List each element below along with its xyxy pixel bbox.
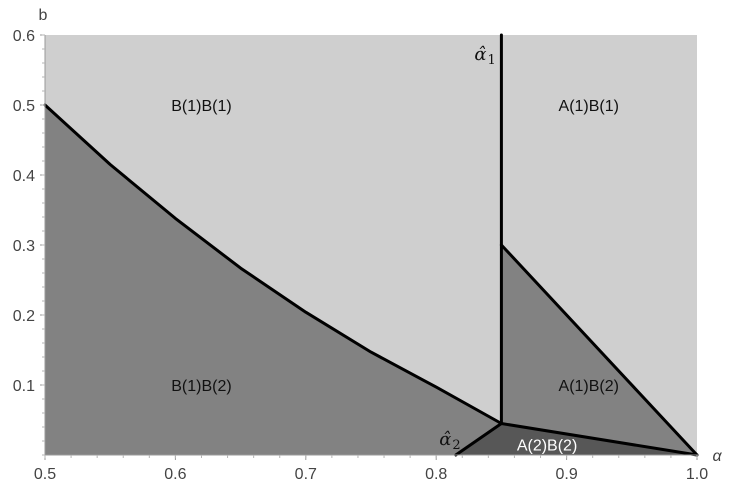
region-label-a-1-b-2: A(1)B(2) <box>559 378 619 395</box>
region-label-b-1-b-2: B(1)B(2) <box>171 378 231 395</box>
boundary-a-2-b-2-upper-boundary <box>499 422 699 457</box>
boundaries-layer <box>43 33 699 457</box>
region-label-b-1-b-1: B(1)B(1) <box>171 98 231 115</box>
boundary-b-1-b-2-upper-boundary <box>43 103 503 425</box>
y-tick-label-0-6: 0.6 <box>13 28 35 45</box>
y-axis-label: b <box>39 7 48 24</box>
boundary-a-1-b-2-upper-boundary <box>499 243 699 457</box>
region-labels-layer: B(1)B(1) A(1)B(1) B(1)B(2) A(1)B(2) A(2)B(2) <box>171 98 619 455</box>
alpha-hat-1-label: α̂1 <box>474 44 495 68</box>
x-axis-label: α <box>712 448 722 465</box>
threshold-labels-layer: α̂1 α̂2 <box>439 44 496 453</box>
region-a-2-b-2 <box>455 423 697 455</box>
region-b-1-b-2 <box>45 105 502 455</box>
axes-layer: 0.5 0.6 0.7 0.8 0.9 1.00.10.20.30.40.50.6bα <box>13 7 723 483</box>
boundary-a-2-b-2-left-boundary <box>454 422 503 457</box>
alpha-hat-2-label: α̂2 <box>439 429 460 453</box>
x-tick-label-0-7: 0.7 <box>295 466 317 483</box>
y-tick-label-0-4: 0.4 <box>13 168 35 185</box>
x-tick-label-0-5: 0.5 <box>34 466 56 483</box>
y-tick-label-0-2: 0.2 <box>13 308 35 325</box>
y-tick-label-0-1: 0.1 <box>13 378 35 395</box>
region-label-a-1-b-1: A(1)B(1) <box>559 98 619 115</box>
x-tick-label-0-9: 0.9 <box>555 466 577 483</box>
x-tick-label-0-8: 0.8 <box>425 466 447 483</box>
y-tick-label-0-5: 0.5 <box>13 98 35 115</box>
region-label-a-2-b-2: A(2)B(2) <box>517 438 577 455</box>
y-tick-label-0-3: 0.3 <box>13 238 35 255</box>
x-tick-label-0-6: 0.6 <box>164 466 186 483</box>
x-tick-label-1-0: 1.0 <box>686 466 708 483</box>
